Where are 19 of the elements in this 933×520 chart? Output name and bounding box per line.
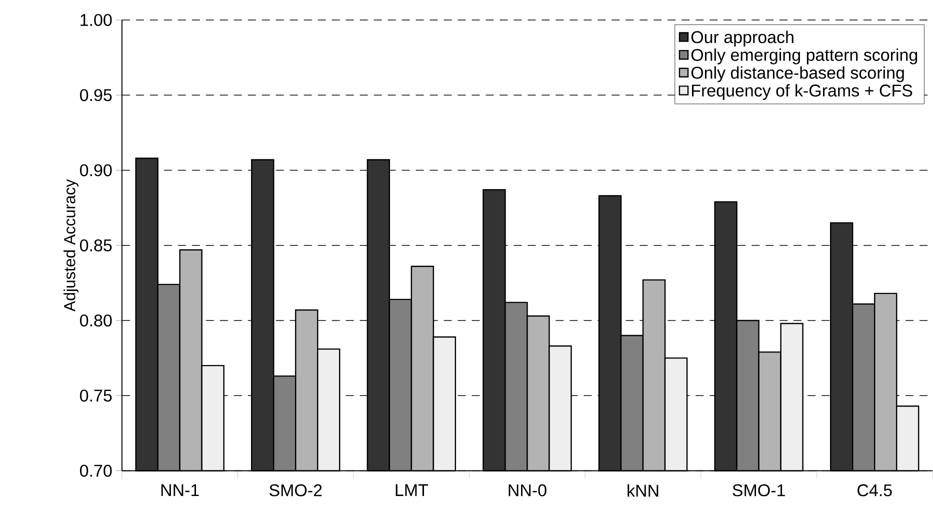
x-tick-label: SMO-2 <box>269 484 322 496</box>
x-tick-label: SMO-1 <box>732 484 785 496</box>
y-tick-label: 0.75 <box>80 390 112 402</box>
x-tick-label: kNN <box>628 484 658 497</box>
x-tick-label: C4.5 <box>858 484 892 496</box>
y-tick-label: 0.95 <box>80 89 112 102</box>
y-tick-label: 0.70 <box>80 464 112 477</box>
legend-label: Only emerging pattern scoring <box>691 48 918 64</box>
y-tick-label: 0.90 <box>80 164 112 176</box>
x-tick-label: LMT <box>396 484 428 496</box>
y-tick-label: 1.00 <box>80 14 112 26</box>
x-tick-label: NN-0 <box>508 484 546 496</box>
y-axis-title: Adjusted Accuracy <box>64 179 78 312</box>
legend-label: Only distance-based scoring <box>691 66 904 82</box>
legend-label: Our approach <box>691 30 794 47</box>
y-tick-label: 0.85 <box>80 239 112 252</box>
x-tick-label: NN-1 <box>161 484 199 496</box>
y-tick-label: 0.80 <box>80 314 112 327</box>
legend-label: Frequency of k-Grams + CFS <box>692 84 912 100</box>
